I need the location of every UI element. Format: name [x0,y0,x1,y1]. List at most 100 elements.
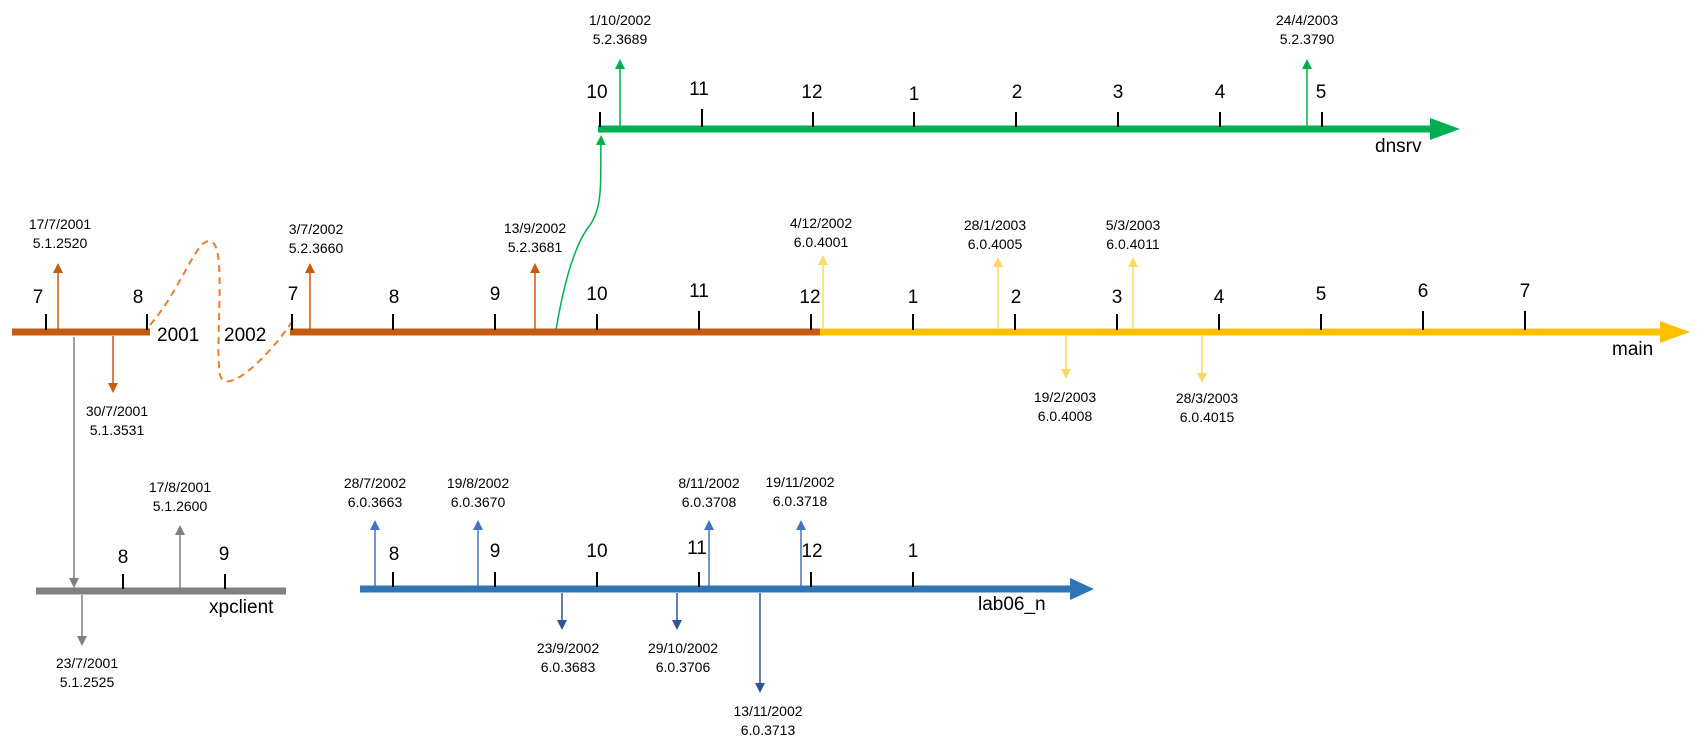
release-version: 5.1.3531 [90,422,145,438]
release-date: 17/7/2001 [29,216,91,232]
release-marker: 3/7/2002 5.2.3660 [289,221,344,330]
release-version: 6.0.4005 [968,236,1023,252]
release-version: 5.2.3790 [1280,31,1335,47]
release-version: 6.0.4008 [1038,408,1093,424]
month-label: 5 [1316,284,1327,305]
release-version: 5.1.2520 [33,235,88,251]
release-marker: 13/11/2002 6.0.3713 [733,593,803,738]
release-date: 5/3/2003 [1106,217,1161,233]
month-label: 8 [118,547,129,568]
release-date: 19/2/2003 [1034,389,1096,405]
release-version: 5.1.2600 [153,498,208,514]
month-label: 10 [586,82,607,103]
release-date: 13/9/2002 [504,220,566,236]
branch-dnsrv: dnsrv 10 11 12 1 2 3 4 5 1/10/2002 5.2.3… [586,12,1460,157]
month-label: 10 [586,541,607,562]
branch-xpclient: xpclient 8 9 17/8/2001 5.1.2600 23/7/200… [36,479,286,690]
lab06-n-arrowhead [1070,578,1094,600]
month-label: 4 [1214,287,1225,308]
release-date: 1/10/2002 [589,12,651,28]
release-version: 6.0.3683 [541,659,596,675]
release-date: 23/9/2002 [537,640,599,656]
dnsrv-branch-connector [555,135,606,331]
release-marker: 23/9/2002 6.0.3683 [537,593,599,675]
release-marker: 19/2/2003 6.0.4008 [1034,336,1096,424]
xpclient-label: xpclient [209,597,274,618]
release-marker: 28/7/2002 6.0.3663 [344,475,406,587]
release-date: 28/1/2003 [964,217,1026,233]
release-date: 28/7/2002 [344,475,406,491]
release-marker: 23/7/2001 5.1.2525 [56,595,118,690]
month-label: 9 [219,544,230,565]
month-label: 1 [909,84,920,105]
month-label: 8 [133,287,144,308]
release-marker: 19/8/2002 6.0.3670 [447,475,509,587]
dnsrv-arrowhead [1430,118,1460,140]
release-marker: 17/7/2001 5.1.2520 [29,216,91,330]
release-marker: 28/1/2003 6.0.4005 [964,217,1026,330]
month-label: 11 [687,538,707,559]
release-marker: 1/10/2002 5.2.3689 [589,12,651,127]
month-label: 4 [1215,82,1226,103]
release-date: 13/11/2002 [733,703,802,719]
release-marker: 28/3/2003 6.0.4015 [1176,336,1238,425]
release-marker: 13/9/2002 5.2.3681 [504,220,566,330]
release-version: 5.2.3681 [508,239,563,255]
release-marker: 24/4/2003 5.2.3790 [1276,12,1338,127]
month-label: 8 [389,544,400,565]
release-version: 5.2.3660 [289,240,344,256]
release-version: 6.0.4001 [794,234,849,250]
month-label: 2 [1011,287,1022,308]
month-label: 3 [1112,287,1123,308]
main-label: main [1612,339,1653,360]
month-label: 12 [801,541,822,562]
release-version: 6.0.4015 [1180,409,1235,425]
release-date: 28/3/2003 [1176,390,1238,406]
release-marker: 17/8/2001 5.1.2600 [149,479,211,589]
release-marker: 4/12/2002 6.0.4001 [790,215,852,330]
main-month-labels: 7 8 7 8 9 10 11 12 1 2 3 4 5 6 7 [33,281,1531,308]
main-ticks [45,311,1526,330]
release-marker: 30/7/2001 5.1.3531 [86,336,148,438]
month-label: 5 [1316,82,1327,103]
release-version: 5.2.3689 [593,31,648,47]
month-label: 1 [908,541,919,562]
month-label: 9 [490,541,501,562]
year-break-curve [149,240,293,383]
release-date: 19/8/2002 [447,475,509,491]
month-label: 7 [1520,281,1531,302]
month-label: 11 [689,79,709,100]
release-version: 6.0.3670 [451,494,506,510]
release-marker: 8/11/2002 6.0.3708 [678,475,740,587]
release-version: 6.0.3718 [773,493,828,509]
month-label: 9 [490,284,501,305]
lab06-n-label: lab06_n [978,594,1046,615]
release-version: 6.0.3708 [682,494,737,510]
release-marker: 19/11/2002 6.0.3718 [765,474,835,587]
branch-main: main 2001 2002 7 8 7 8 9 [12,215,1690,438]
month-label: 2 [1012,82,1023,103]
release-marker: 5/3/2003 6.0.4011 [1106,217,1161,330]
release-date: 29/10/2002 [648,640,718,656]
month-label: 12 [801,82,822,103]
release-date: 19/11/2002 [765,474,834,490]
dnsrv-month-labels: 10 11 12 1 2 3 4 5 [586,79,1326,105]
release-version: 6.0.3713 [741,722,796,738]
month-label: 12 [799,287,820,308]
release-date: 17/8/2001 [149,479,211,495]
release-date: 30/7/2001 [86,403,148,419]
month-label: 10 [586,284,607,305]
month-label: 7 [288,284,299,305]
month-label: 1 [908,287,919,308]
lab06-n-month-labels: 8 9 10 11 12 1 [389,538,919,565]
release-date: 23/7/2001 [56,655,118,671]
release-date: 8/11/2002 [678,475,739,491]
release-date: 4/12/2002 [790,215,852,231]
dnsrv-label: dnsrv [1375,136,1422,157]
lab06-n-ticks [392,572,914,587]
release-date: 3/7/2002 [289,221,344,237]
dnsrv-ticks [599,109,1323,127]
release-version: 5.1.2525 [60,674,115,690]
release-version: 6.0.3706 [656,659,711,675]
